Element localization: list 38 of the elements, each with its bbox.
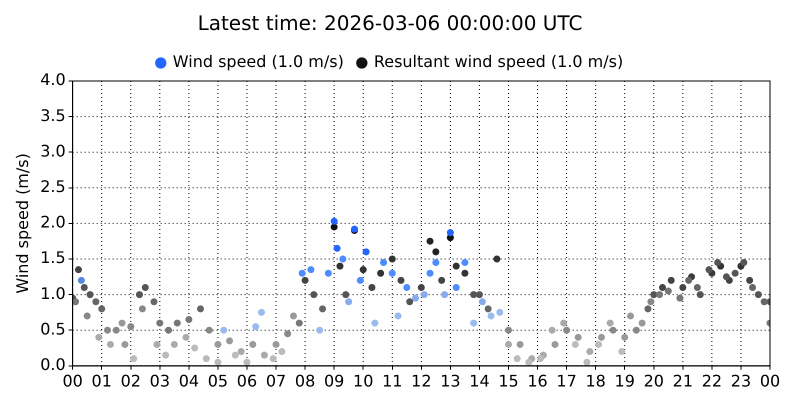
y-tick-label: 0.5 [40, 319, 66, 338]
x-tick-label: 17 [556, 372, 577, 391]
x-tick-label: 00 [62, 372, 83, 391]
y-axis-title: Wind speed (m/s) [12, 153, 32, 294]
x-tick-label: 14 [469, 372, 490, 391]
y-tick-label: 0.0 [40, 354, 66, 374]
x-tick-label: 21 [672, 372, 694, 391]
x-tick-label: 20 [644, 372, 664, 391]
x-tick-label: 19 [614, 372, 635, 391]
y-tick-label: 1.5 [40, 248, 66, 268]
x-tick-label: 16 [527, 372, 548, 391]
x-tick-label: 23 [730, 372, 752, 391]
y-tick-label: 2.0 [40, 212, 66, 232]
x-tick-label: 01 [92, 372, 112, 391]
chart-title: Latest time: 2026-03-06 00:00:00 UTC [198, 11, 582, 36]
x-tick-label: 22 [702, 372, 722, 391]
y-tick-label: 4.0 [40, 70, 66, 90]
x-tick-label: 04 [178, 372, 200, 391]
legend-label: Resultant wind speed (1.0 m/s) [374, 52, 624, 72]
y-tick-label: 1.0 [40, 284, 66, 303]
x-tick-label: 11 [382, 372, 402, 391]
x-tick-label: 05 [208, 372, 228, 391]
y-tick-label: 2.5 [40, 176, 66, 196]
x-tick-label: 02 [120, 372, 141, 391]
x-tick-label: 06 [236, 372, 258, 391]
x-tick-label: 18 [585, 372, 606, 391]
x-tick-label: 07 [266, 372, 286, 391]
x-tick-label: 08 [294, 372, 316, 391]
x-tick-label: 09 [324, 372, 344, 391]
x-tick-label: 13 [440, 372, 461, 391]
x-tick-label: 03 [150, 372, 170, 391]
x-tick-label: 10 [353, 372, 374, 391]
x-tick-label: 12 [411, 372, 432, 391]
legend-label: Wind speed (1.0 m/s) [172, 52, 344, 72]
y-tick-label: 3.0 [40, 141, 66, 160]
x-tick-label: 15 [498, 372, 519, 391]
x-tick-label: 00 [760, 372, 780, 391]
y-tick-label: 3.5 [40, 106, 66, 125]
